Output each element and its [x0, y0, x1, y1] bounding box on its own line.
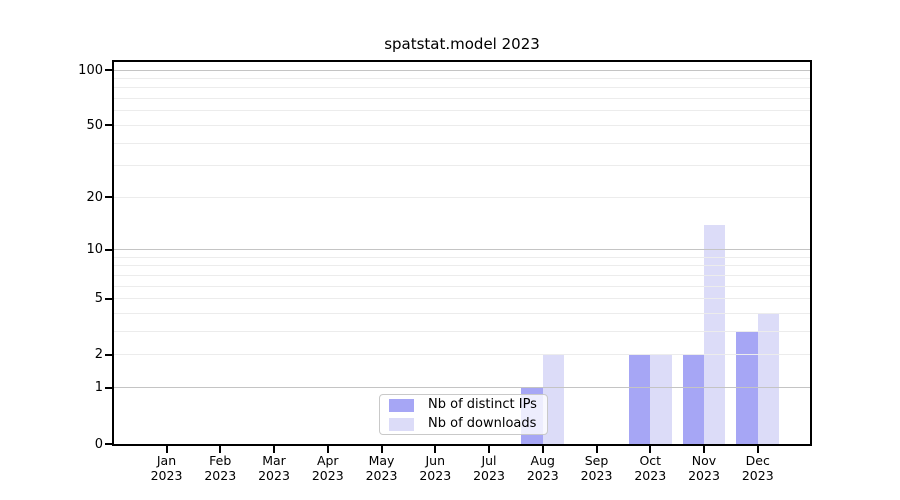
gridline-minor — [113, 196, 810, 198]
x-tick-label: Oct 2023 — [618, 453, 682, 483]
y-tick-label: 20 — [86, 189, 103, 205]
x-tick-mark — [165, 446, 168, 453]
x-tick-label: Jan 2023 — [135, 453, 199, 483]
x-tick-month: Dec — [745, 453, 770, 468]
x-tick-year: 2023 — [634, 468, 667, 483]
chart-title: spatstat.model 2023 — [384, 35, 540, 53]
y-tick-mark — [105, 69, 112, 72]
x-tick-month: Sep — [584, 453, 609, 468]
x-tick-mark — [649, 446, 652, 453]
bar-downloads-aug — [542, 354, 565, 444]
x-tick-mark — [541, 446, 544, 453]
gridline-major — [113, 249, 810, 251]
legend-item-distinct-ips: Nb of distinct IPs — [389, 398, 538, 412]
gridline-minor — [113, 265, 810, 267]
x-tick-label: Feb 2023 — [188, 453, 252, 483]
x-tick-label: Dec 2023 — [726, 453, 790, 483]
x-tick-month: Nov — [691, 453, 717, 468]
gridline-minor — [113, 98, 810, 100]
y-tick-mark — [105, 196, 112, 199]
x-tick-year: 2023 — [204, 468, 237, 483]
y-tick-mark — [105, 386, 112, 389]
x-tick-month: Oct — [639, 453, 662, 468]
x-tick-month: May — [368, 453, 395, 468]
x-tick-mark — [326, 446, 329, 453]
x-tick-mark — [595, 446, 598, 453]
gridline-minor — [113, 256, 810, 258]
y-tick-mark — [105, 443, 112, 445]
bar-distinct-ips-nov — [682, 354, 704, 444]
x-tick-label: Nov 2023 — [672, 453, 736, 483]
x-tick-label: Sep 2023 — [565, 453, 629, 483]
gridline-minor — [113, 78, 810, 80]
gridline-major — [113, 387, 810, 389]
x-tick-mark — [703, 446, 705, 453]
y-tick-label: 50 — [86, 117, 103, 133]
legend: Nb of distinct IPs Nb of downloads — [379, 394, 548, 435]
bar-downloads-oct — [650, 354, 672, 444]
gridline-minor — [113, 142, 810, 144]
x-tick-year: 2023 — [311, 468, 344, 483]
x-tick-mark — [434, 446, 437, 453]
y-tick-label: 10 — [86, 242, 103, 258]
x-tick-year: 2023 — [526, 468, 559, 483]
x-tick-year: 2023 — [688, 468, 720, 483]
x-tick-year: 2023 — [258, 468, 290, 483]
gridline-minor — [113, 285, 810, 287]
gridline-minor — [113, 354, 810, 356]
x-tick-year: 2023 — [580, 468, 613, 483]
legend-swatch-downloads — [389, 417, 414, 431]
gridline-minor — [113, 298, 810, 300]
x-tick-label: May 2023 — [350, 453, 414, 483]
bar-downloads-nov — [704, 224, 726, 444]
legend-label-downloads: Nb of downloads — [428, 416, 537, 431]
x-tick-label: Apr 2023 — [296, 453, 360, 483]
gridline-major — [113, 69, 810, 71]
x-tick-year: 2023 — [419, 468, 452, 483]
x-tick-label: Jun 2023 — [403, 453, 467, 483]
y-tick-label: 0 — [94, 436, 103, 452]
y-tick-label: 2 — [94, 347, 103, 363]
gridline-minor — [113, 313, 810, 315]
y-tick-mark — [105, 353, 112, 356]
x-tick-mark — [756, 446, 759, 453]
y-tick-label: 5 — [94, 291, 103, 307]
x-tick-mark — [219, 446, 222, 453]
x-tick-label: Mar 2023 — [242, 453, 306, 483]
x-tick-month: Jun — [425, 453, 446, 468]
x-tick-year: 2023 — [473, 468, 505, 483]
y-tick-mark — [105, 248, 112, 251]
bar-downloads-dec — [757, 313, 780, 444]
gridline-minor — [113, 87, 810, 89]
x-tick-mark — [273, 446, 275, 453]
gridline-minor — [113, 124, 810, 126]
legend-label-distinct-ips: Nb of distinct IPs — [428, 397, 537, 412]
x-tick-year: 2023 — [150, 468, 183, 483]
x-tick-month: Jul — [481, 453, 497, 468]
gridline-minor — [113, 110, 810, 112]
y-tick-label: 1 — [94, 380, 103, 396]
x-tick-year: 2023 — [741, 468, 774, 483]
gridline-minor — [113, 275, 810, 277]
x-tick-year: 2023 — [365, 468, 398, 483]
x-tick-month: Feb — [209, 453, 232, 468]
y-tick-mark — [105, 297, 112, 300]
x-tick-month: Aug — [530, 453, 555, 468]
legend-swatch-distinct-ips — [389, 398, 414, 412]
x-tick-label: Jul 2023 — [457, 453, 521, 483]
y-tick-label: 100 — [78, 62, 103, 78]
x-tick-month: Jan — [156, 453, 177, 468]
x-tick-month: Mar — [262, 453, 286, 468]
x-tick-label: Aug 2023 — [511, 453, 575, 483]
bar-distinct-ips-oct — [628, 354, 651, 444]
y-tick-mark — [105, 124, 112, 127]
legend-item-downloads: Nb of downloads — [389, 417, 538, 431]
gridline-minor — [113, 165, 810, 167]
x-tick-mark — [488, 446, 490, 453]
x-tick-mark — [380, 446, 383, 453]
x-tick-month: Apr — [316, 453, 339, 468]
gridline-minor — [113, 331, 810, 333]
